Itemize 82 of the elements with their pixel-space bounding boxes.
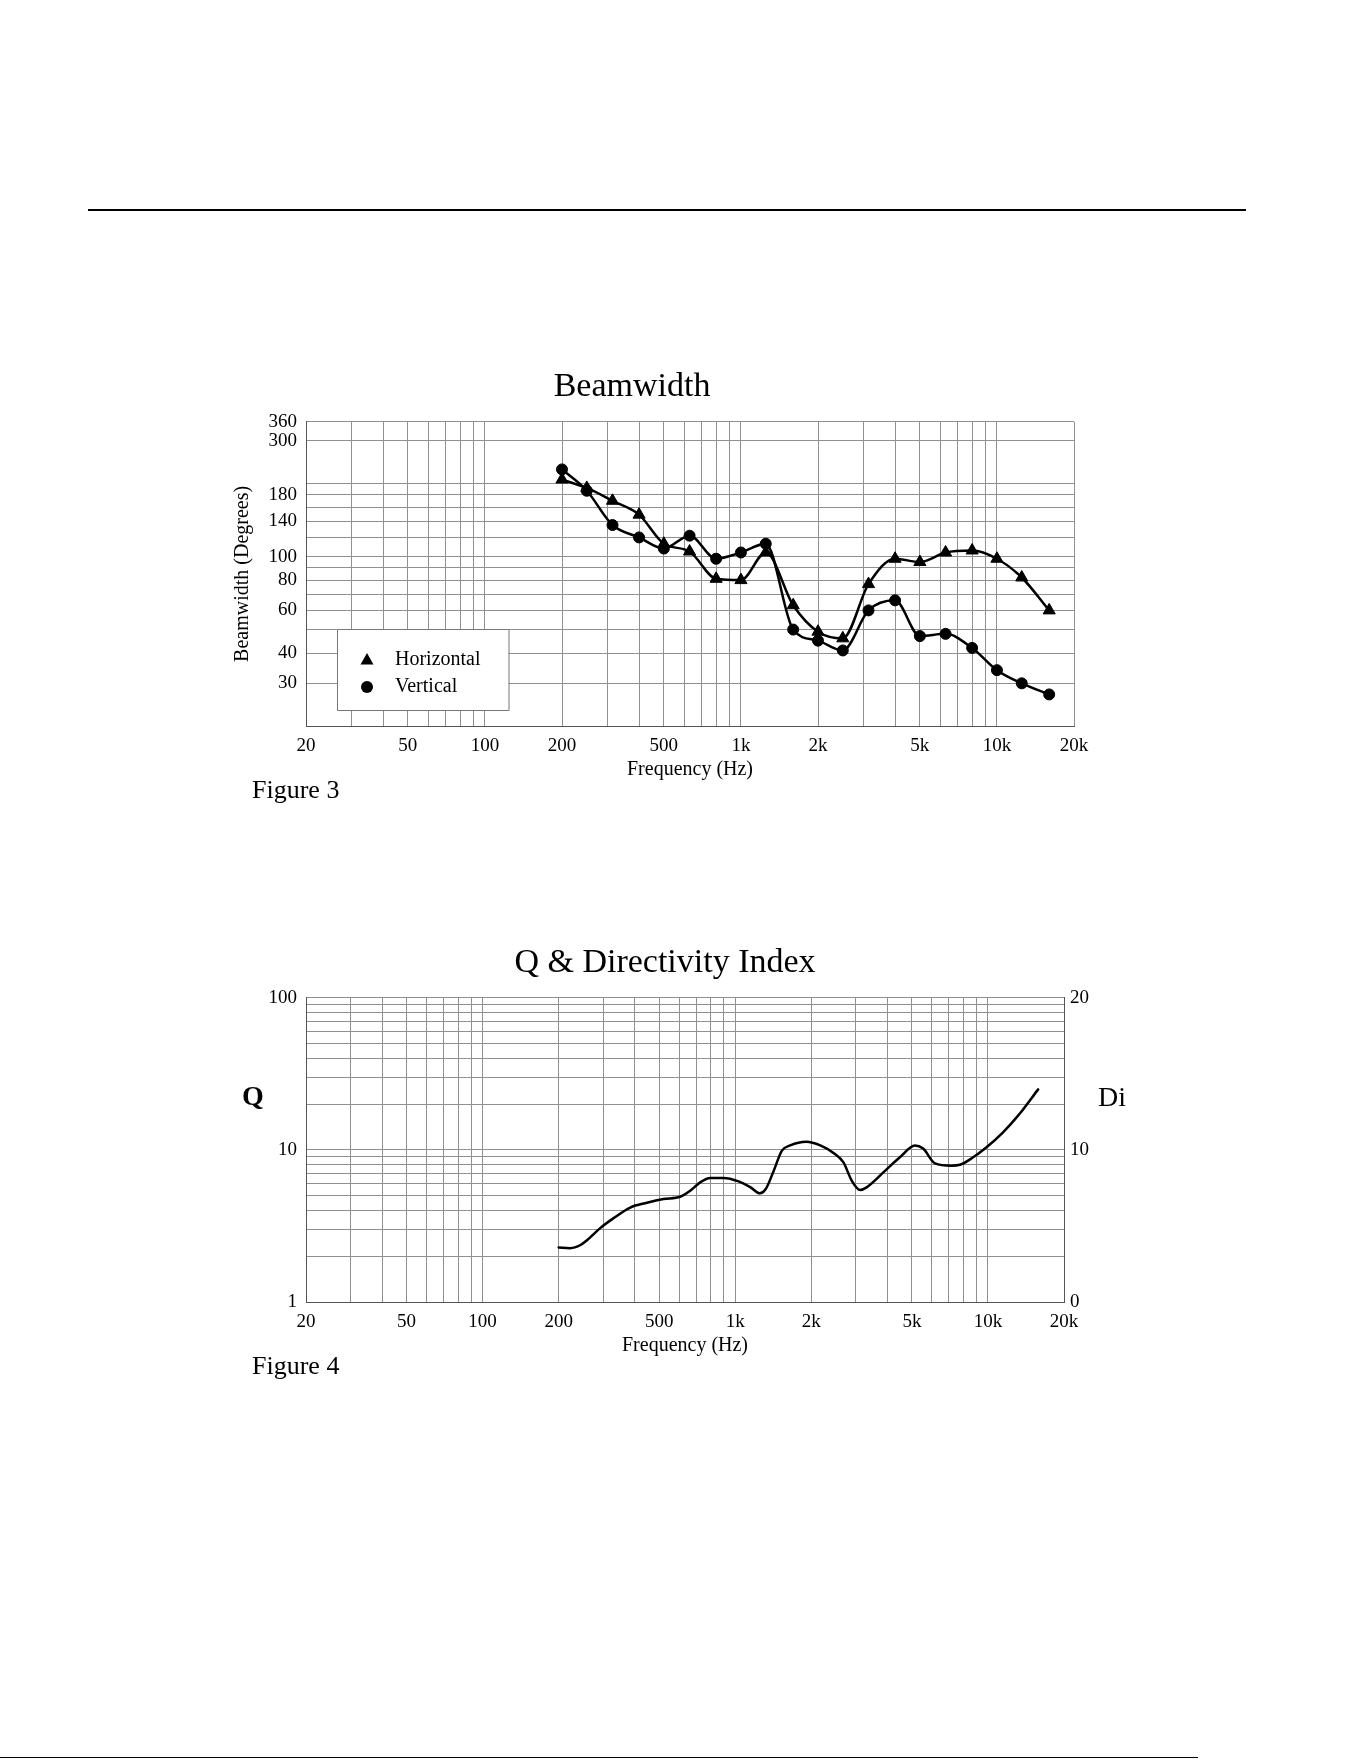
y2-tick-label: 20 bbox=[1070, 985, 1089, 1007]
point bbox=[734, 546, 747, 559]
caption: Figure 4 bbox=[252, 1351, 340, 1381]
y-tick-label: 40 bbox=[278, 641, 297, 663]
point bbox=[913, 554, 927, 567]
x-tick-label: 2k bbox=[808, 734, 828, 756]
point bbox=[965, 542, 979, 555]
x-tick-label: 200 bbox=[544, 1310, 573, 1332]
point bbox=[605, 493, 620, 505]
point bbox=[709, 571, 723, 583]
point bbox=[811, 624, 825, 636]
y-tick-label: 360 bbox=[268, 409, 297, 431]
x-axis-title: Frequency (Hz) bbox=[626, 757, 754, 781]
x-tick-label: 5k bbox=[910, 734, 930, 756]
x-tick-label: 20k bbox=[1059, 734, 1089, 756]
point bbox=[861, 576, 876, 589]
y2-tick-label: 0 bbox=[1070, 1289, 1080, 1311]
point bbox=[683, 529, 696, 542]
y-tick-label: 10 bbox=[278, 1137, 297, 1159]
y-tick-label: 30 bbox=[278, 671, 297, 693]
chart-title: Beamwidth bbox=[553, 366, 711, 404]
x-tick-label: 50 bbox=[398, 734, 418, 756]
y-tick-label: 100 bbox=[268, 985, 297, 1007]
x-tick-label: 100 bbox=[468, 1310, 497, 1332]
x-tick-label: 50 bbox=[397, 1310, 417, 1332]
point bbox=[812, 634, 824, 647]
chart-title: Q & Directivity Index bbox=[514, 942, 816, 980]
x-tick-label: 20k bbox=[1049, 1310, 1079, 1332]
point bbox=[1015, 570, 1029, 582]
legend-label: Horizontal bbox=[395, 647, 481, 670]
x-tick-label: 10k bbox=[982, 734, 1012, 756]
point bbox=[632, 507, 646, 519]
point bbox=[889, 594, 902, 607]
y2-axis-title: Di bbox=[1098, 1080, 1127, 1112]
x-tick-label: 500 bbox=[649, 734, 679, 756]
point bbox=[1042, 602, 1056, 615]
x-tick-label: 20 bbox=[296, 734, 316, 756]
point bbox=[939, 544, 953, 557]
point bbox=[888, 551, 902, 563]
point bbox=[1043, 688, 1056, 701]
point bbox=[836, 644, 849, 657]
point bbox=[966, 641, 979, 654]
x-tick-label: 5k bbox=[902, 1310, 922, 1332]
point bbox=[787, 623, 800, 636]
y-axis-title: Q bbox=[242, 1080, 264, 1112]
point bbox=[913, 630, 926, 643]
point bbox=[862, 604, 875, 617]
x-tick-label: 100 bbox=[470, 734, 500, 756]
y-tick-label: 180 bbox=[268, 482, 297, 504]
y-tick-label: 100 bbox=[268, 544, 297, 566]
y2-tick-label: 10 bbox=[1070, 1137, 1089, 1159]
point bbox=[1015, 677, 1028, 690]
point bbox=[580, 484, 593, 497]
y-tick-label: 60 bbox=[278, 598, 297, 620]
point bbox=[759, 537, 772, 550]
x-tick-label: 1k bbox=[725, 1310, 746, 1332]
point bbox=[633, 531, 646, 544]
y-tick-label: 80 bbox=[278, 568, 297, 590]
x-tick-label: 1k bbox=[731, 734, 751, 756]
point bbox=[556, 463, 568, 476]
point bbox=[939, 627, 952, 640]
x-tick-label: 200 bbox=[547, 734, 577, 756]
x-axis-title: Frequency (Hz) bbox=[621, 1333, 749, 1357]
point bbox=[734, 572, 748, 585]
x-tick-label: 500 bbox=[644, 1310, 674, 1332]
point bbox=[606, 519, 619, 532]
y-tick-label: 140 bbox=[268, 509, 297, 531]
x-tick-label: 10k bbox=[973, 1310, 1003, 1332]
point bbox=[683, 543, 697, 556]
point bbox=[990, 551, 1004, 563]
y-tick-label: 300 bbox=[268, 428, 297, 450]
x-tick-label: 2k bbox=[801, 1310, 822, 1332]
legend-label: Vertical bbox=[395, 674, 458, 697]
caption: Figure 3 bbox=[252, 775, 340, 805]
x-tick-label: 20 bbox=[296, 1310, 316, 1332]
y-tick-label: 1 bbox=[287, 1289, 297, 1311]
point bbox=[710, 552, 723, 565]
point bbox=[990, 664, 1003, 677]
point bbox=[786, 597, 800, 610]
point bbox=[836, 630, 850, 643]
point bbox=[555, 472, 569, 484]
y-axis-title: Beamwidth (Degrees) bbox=[230, 485, 254, 662]
